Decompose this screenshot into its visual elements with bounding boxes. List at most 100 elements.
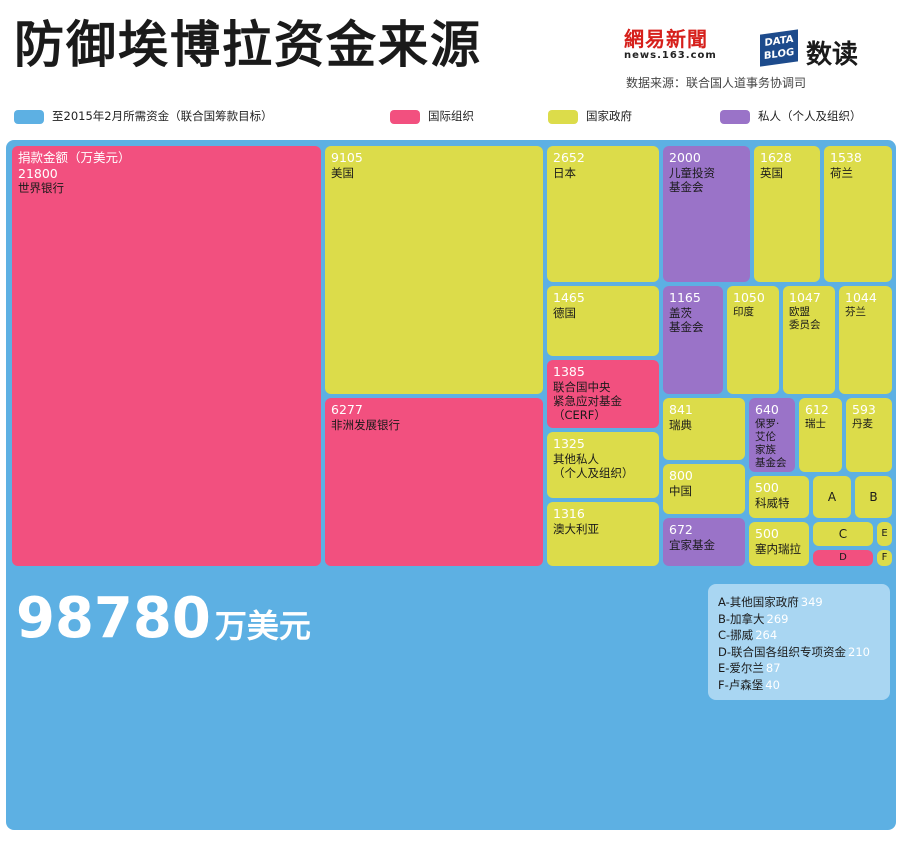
treemap-cell-C: C [813, 522, 873, 546]
legend: 至2015年2月所需资金（联合国筹款目标） 国际组织 国家政府 私人（个人及组织… [12, 104, 896, 130]
legend-swatch-international [390, 109, 420, 124]
treemap-cell-au: 1316 澳大利亚 [547, 502, 659, 566]
cell-label: F [881, 552, 888, 563]
cell-label: 宜家基金 [669, 537, 715, 552]
legend-swatch-government [548, 109, 578, 124]
cell-value: 9105 [331, 150, 363, 165]
netease-logo-cn: 網易新聞 [624, 27, 708, 51]
cell-value: 800 [669, 468, 693, 483]
legend-item-government: 国家政府 [548, 108, 632, 124]
treemap-cell-worldbank: 捐款金额（万美元） 21800 世界银行 [12, 146, 321, 566]
legend-label-government: 国家政府 [586, 109, 632, 123]
treemap-cell-cn: 800 中国 [663, 464, 745, 514]
cell-value: 1165 [669, 290, 701, 305]
datablog-text: 数读 [806, 40, 859, 70]
treemap-cell-kw: 500 科威特 [749, 476, 809, 518]
cell-label: 英国 [760, 165, 783, 180]
key-note-label: A-其他国家政府 [718, 595, 799, 609]
treemap-cell-in: 1050 印度 [727, 286, 779, 394]
page-title: 防御埃博拉资金来源 [14, 16, 482, 74]
treemap-cell-A: A [813, 476, 851, 518]
cell-label: 美国 [331, 165, 354, 180]
cell-value: 2000 [669, 150, 701, 165]
treemap-cell-B: B [855, 476, 892, 518]
cell-label: 芬兰 [845, 305, 866, 318]
unit-label: 捐款金额（万美元） [18, 150, 131, 165]
cell-label: A [827, 490, 837, 504]
treemap-cell-D: D [813, 550, 873, 566]
legend-swatch-target [14, 109, 44, 124]
total-target-value: 98780 [16, 586, 211, 651]
cell-value: 2652 [553, 150, 585, 165]
cell-label: B [869, 490, 878, 504]
total-target-unit: 万美元 [214, 607, 311, 645]
cell-value: 21800 [18, 165, 58, 181]
legend-label-target: 至2015年2月所需资金（联合国筹款目标） [52, 109, 273, 123]
cell-label: 德国 [553, 305, 576, 320]
key-note-label: F-卢森堡 [718, 677, 764, 692]
cell-value: 1044 [845, 290, 877, 305]
treemap-cell-nl: 1538 荷兰 [824, 146, 892, 282]
data-source: 数据来源：联合国人道事务协调司 [626, 76, 807, 90]
cell-value: 1047 [789, 290, 821, 305]
treemap-cell-ikea: 672 宜家基金 [663, 518, 745, 566]
cell-label: 非洲发展银行 [331, 417, 400, 432]
key-note-value: 264 [755, 628, 778, 642]
cell-label: 欧盟 委员会 [789, 305, 821, 331]
cell-label: E [881, 528, 888, 539]
key-note-C: C-挪威 264 [718, 627, 880, 644]
cell-value: 500 [755, 480, 779, 495]
treemap-cell-se: 841 瑞典 [663, 398, 745, 460]
treemap-cell-childfund: 2000 儿童投资 基金会 [663, 146, 750, 282]
cell-label: 瑞典 [669, 417, 692, 432]
treemap-cell-afdb: 6277 非洲发展银行 [325, 398, 543, 566]
treemap-cell-allen: 640 保罗·艾伦 家族 基金会 [749, 398, 795, 472]
cell-label: 荷兰 [830, 165, 853, 180]
small-donors-key: A-其他国家政府 349 B-加拿大 269 C-挪威 264 D-联合国各组织专项资金 21… [708, 584, 890, 700]
key-note-label: E-爱尔兰 [718, 661, 764, 675]
treemap-cell-ch: 612 瑞士 [799, 398, 842, 472]
cell-value: 1316 [553, 506, 585, 521]
key-note-label: B-加拿大 [718, 611, 765, 626]
cell-value: 593 [852, 402, 876, 417]
cell-value: 500 [755, 526, 779, 541]
key-note-B: B-加拿大 269 [718, 611, 880, 628]
treemap-cell-de: 1465 德国 [547, 286, 659, 356]
treemap-cell-cerf: 1385 联合国中央 紧急应对基金 （CERF） [547, 360, 659, 428]
legend-label-private: 私人（个人及组织） [758, 109, 862, 123]
total-target: 98780 万美元 [16, 586, 311, 651]
cell-value: 6277 [331, 402, 363, 417]
datablog-logo: DATA BLOG 数读 [760, 29, 890, 70]
cell-label: D [839, 552, 847, 563]
cell-label: 印度 [733, 305, 754, 318]
treemap-cell-us: 9105 美国 [325, 146, 543, 394]
treemap-cell-eu: 1047 欧盟 委员会 [783, 286, 835, 394]
cell-label: C [838, 527, 848, 541]
key-note-F: F-卢森堡 40 [718, 677, 880, 694]
treemap-cell-other_private: 1325 其他私人 （个人及组织） [547, 432, 659, 498]
key-note-value: 87 [765, 661, 781, 675]
cell-value: 672 [669, 522, 693, 537]
key-note-label: C-挪威 [718, 628, 754, 642]
cell-label: 保罗·艾伦 家族 基金会 [755, 417, 787, 469]
netease-logo-en: news.163.com [624, 50, 717, 61]
treemap-cell-F: F [877, 550, 892, 566]
cell-label: 联合国中央 紧急应对基金 （CERF） [553, 379, 622, 423]
key-note-value: 210 [848, 644, 870, 659]
cell-value: 1325 [553, 436, 585, 451]
legend-item-target: 至2015年2月所需资金（联合国筹款目标） [14, 108, 273, 124]
cell-value: 1385 [553, 364, 585, 379]
cell-value: 1465 [553, 290, 585, 305]
cell-label: 盖茨 基金会 [669, 305, 704, 334]
treemap-cell-uk: 1628 英国 [754, 146, 820, 282]
cell-label: 儿童投资 基金会 [669, 165, 715, 194]
cell-value: 640 [755, 402, 779, 417]
cell-label: 丹麦 [852, 417, 873, 430]
cell-label: 中国 [669, 483, 692, 498]
cell-value: 1050 [733, 290, 765, 305]
cell-value: 1628 [760, 150, 792, 165]
treemap-cell-dk: 593 丹麦 [846, 398, 892, 472]
cell-value: 612 [805, 402, 829, 417]
key-note-A: A-其他国家政府 349 [718, 594, 880, 611]
